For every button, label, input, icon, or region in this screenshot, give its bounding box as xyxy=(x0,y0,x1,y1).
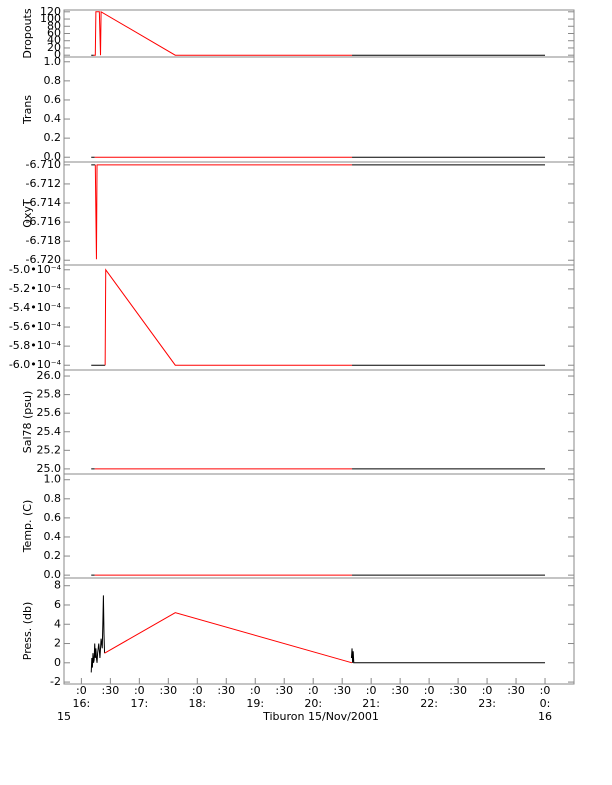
y-axis-label: Sal78 (psu) xyxy=(21,391,34,454)
y-tick-label: 0.8 xyxy=(44,74,62,87)
x-tick-label: :30 xyxy=(159,684,177,697)
y-tick-label: 25.6 xyxy=(37,406,62,419)
y-tick-label: 26.0 xyxy=(37,369,62,382)
x-tick-label: :30 xyxy=(507,684,525,697)
y-tick-label: 80 xyxy=(47,19,61,32)
y-tick-label: -5.2•10⁻⁴ xyxy=(9,282,62,295)
y-tick-label: 1.0 xyxy=(44,55,62,68)
y-tick-label: 60 xyxy=(47,27,61,40)
panel-frame xyxy=(63,369,575,475)
x-tick-label: :0 xyxy=(540,684,551,697)
y-tick-label: -6.718 xyxy=(26,234,61,247)
y-tick-label: -5.8•10⁻⁴ xyxy=(9,339,62,352)
x-day-label: 16 xyxy=(538,710,552,723)
x-hour-label: 23: xyxy=(478,697,496,710)
x-tick-label: :30 xyxy=(449,684,467,697)
x-hour-label: 19: xyxy=(246,697,264,710)
x-hour-label: 17: xyxy=(130,697,148,710)
x-day-label: 15 xyxy=(57,710,71,723)
y-axis-label: Press. (db) xyxy=(21,602,34,661)
y-tick-label: 40 xyxy=(47,34,61,47)
y-tick-label: 0 xyxy=(54,656,61,669)
panel-frame xyxy=(63,161,575,266)
panel-frame xyxy=(63,577,575,685)
y-tick-label: 6 xyxy=(54,598,61,611)
x-tick-label: :0 xyxy=(424,684,435,697)
y-tick-label: 8 xyxy=(54,579,61,592)
y-tick-label: 0.0 xyxy=(44,568,62,581)
y-tick-label: 120 xyxy=(40,5,61,18)
panel-frame xyxy=(63,473,575,579)
y-tick-label: 25.8 xyxy=(37,388,62,401)
x-tick-label: :30 xyxy=(333,684,351,697)
y-tick-label: 0.6 xyxy=(44,93,62,106)
x-hour-label: 22: xyxy=(420,697,438,710)
x-tick-label: :0 xyxy=(192,684,203,697)
data-line xyxy=(90,595,546,673)
y-axis-label: Dropouts xyxy=(21,8,34,58)
y-tick-label: 0.2 xyxy=(44,131,62,144)
y-tick-label: -6.714 xyxy=(26,196,61,209)
x-tick-label: :0 xyxy=(366,684,377,697)
x-hour-label: 21: xyxy=(362,697,380,710)
x-axis-label: Tiburon 15/Nov/2001 xyxy=(262,710,379,723)
y-tick-label: -5.6•10⁻⁴ xyxy=(9,320,62,333)
x-hour-label: 20: xyxy=(304,697,322,710)
y-tick-label: 0.4 xyxy=(44,112,62,125)
y-tick-label: -6.0•10⁻⁴ xyxy=(9,358,62,371)
y-axis-label: Temp. (C) xyxy=(21,500,34,554)
y-tick-label: 0 xyxy=(54,48,61,61)
x-tick-label: :0 xyxy=(308,684,319,697)
y-tick-label: 0.4 xyxy=(44,530,62,543)
y-axis-label: Trans xyxy=(21,95,34,125)
panel-frame xyxy=(63,56,575,163)
y-tick-label: 25.0 xyxy=(37,462,62,475)
x-tick-label: :0 xyxy=(76,684,87,697)
y-tick-label: 25.4 xyxy=(37,425,62,438)
x-tick-label: :30 xyxy=(217,684,235,697)
y-tick-label: 2 xyxy=(54,637,61,650)
x-tick-label: :30 xyxy=(275,684,293,697)
y-tick-label: -6.710 xyxy=(26,158,61,171)
y-tick-label: -2 xyxy=(50,675,61,688)
x-hour-label: 0: xyxy=(540,697,551,710)
x-hour-label: 16: xyxy=(73,697,91,710)
data-line xyxy=(94,164,353,260)
y-tick-label: 1.0 xyxy=(44,473,62,486)
y-tick-label: 4 xyxy=(54,617,61,630)
x-tick-label: :0 xyxy=(134,684,145,697)
y-tick-label: -5.4•10⁻⁴ xyxy=(9,301,62,314)
panel-frame xyxy=(63,9,575,58)
y-axis-label: OxyT xyxy=(21,199,34,228)
y-tick-label: 25.2 xyxy=(37,443,62,456)
y-tick-label: -6.720 xyxy=(26,253,61,266)
y-tick-label: 0.0 xyxy=(44,150,62,163)
x-tick-label: :0 xyxy=(482,684,493,697)
y-tick-label: -6.716 xyxy=(26,215,61,228)
y-tick-label: 0.2 xyxy=(44,549,62,562)
x-tick-label: :0 xyxy=(250,684,261,697)
y-tick-label: 100 xyxy=(40,12,61,25)
y-tick-label: -6.712 xyxy=(26,177,61,190)
y-tick-label: 0.8 xyxy=(44,492,62,505)
y-tick-label: 20 xyxy=(47,41,61,54)
data-line xyxy=(104,268,353,366)
y-tick-label: 0.6 xyxy=(44,511,62,524)
data-line xyxy=(93,10,353,56)
x-hour-label: 18: xyxy=(188,697,206,710)
data-line xyxy=(104,612,353,664)
y-tick-label: -5.0•10⁻⁴ xyxy=(9,263,62,276)
x-tick-label: :30 xyxy=(102,684,120,697)
x-tick-label: :30 xyxy=(391,684,409,697)
